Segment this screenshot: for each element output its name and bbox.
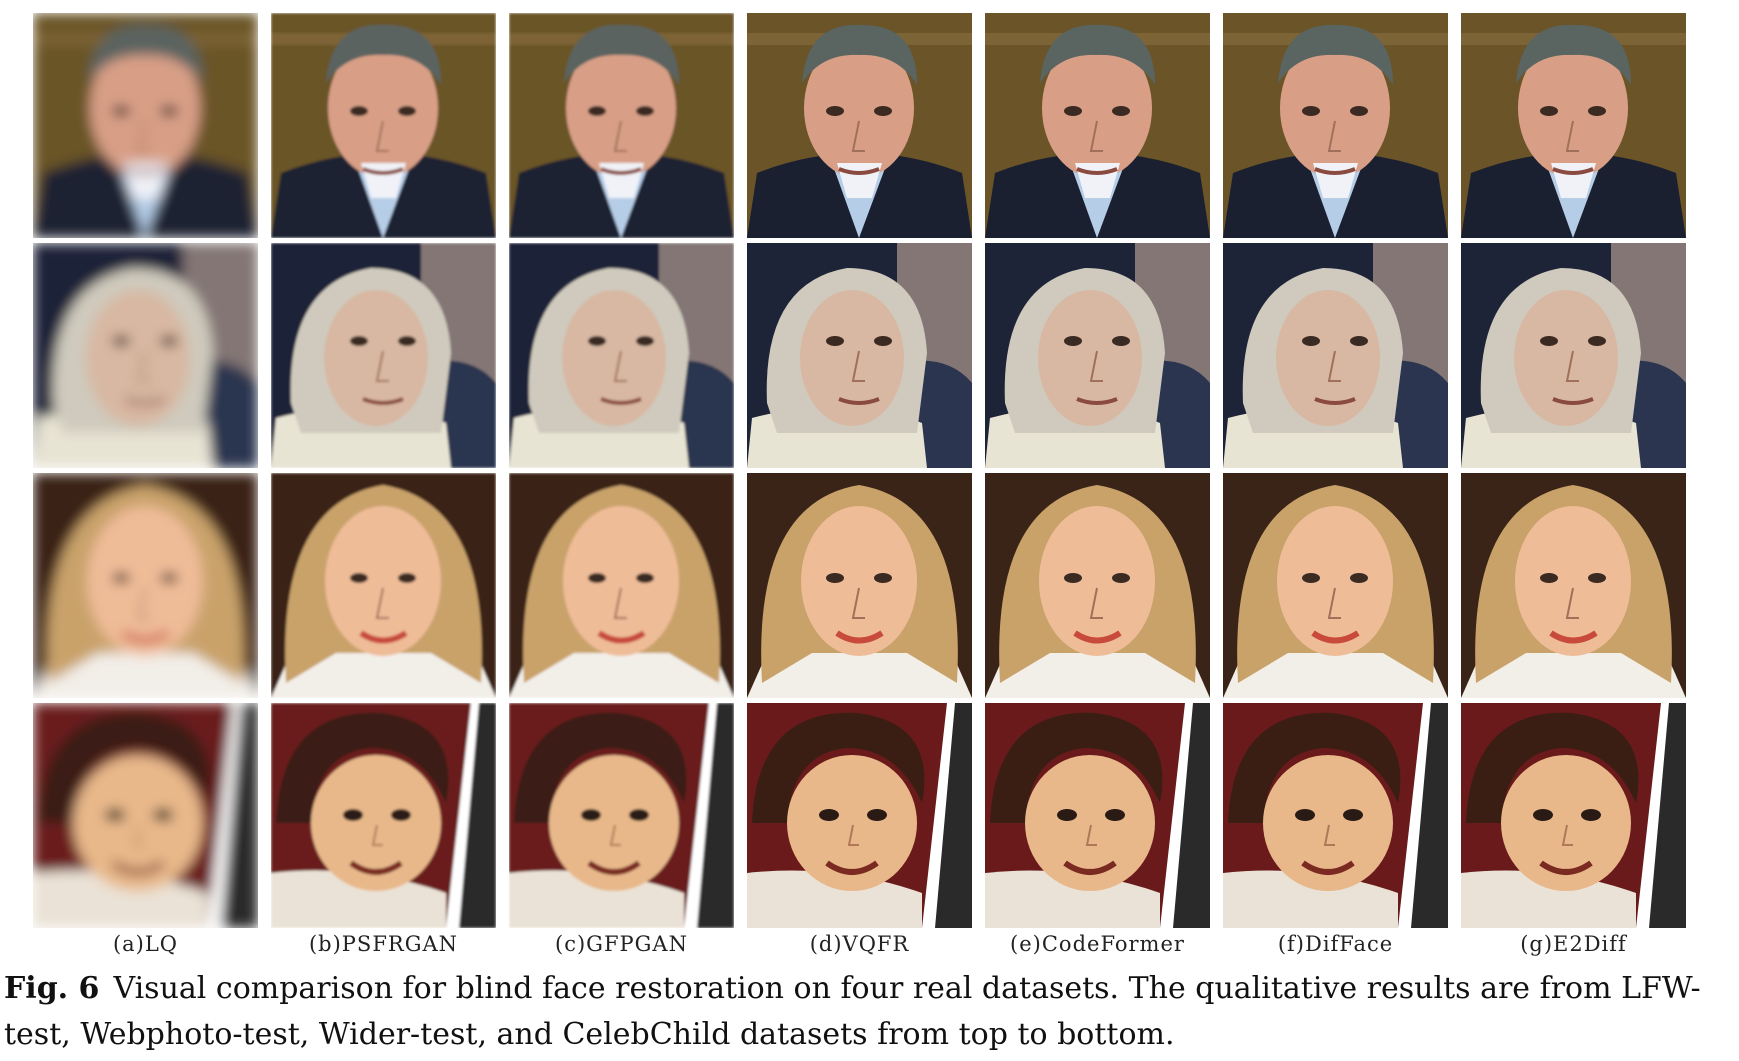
- face-image-webphoto-e: [985, 243, 1210, 468]
- face-image-celebchild-c: [509, 703, 734, 928]
- face-image-lfw-a: [33, 13, 258, 238]
- face-image-wider-b: [271, 473, 496, 698]
- column-label-c: (c)GFPGAN: [555, 932, 688, 956]
- face-image-webphoto-a: [33, 243, 258, 468]
- face-image-celebchild-g: [1461, 703, 1686, 928]
- face-image-wider-e: [985, 473, 1210, 698]
- face-image-webphoto-b: [271, 243, 496, 468]
- face-image-celebchild-b: [271, 703, 496, 928]
- face-image-celebchild-f: [1223, 703, 1448, 928]
- face-image-wider-f: [1223, 473, 1448, 698]
- column-label-e: (e)CodeFormer: [1010, 932, 1185, 956]
- face-image-lfw-b: [271, 13, 496, 238]
- face-image-lfw-f: [1223, 13, 1448, 238]
- face-image-wider-a: [33, 473, 258, 698]
- face-image-celebchild-e: [985, 703, 1210, 928]
- face-image-celebchild-d: [747, 703, 972, 928]
- face-image-lfw-d: [747, 13, 972, 238]
- face-image-wider-c: [509, 473, 734, 698]
- face-image-webphoto-d: [747, 243, 972, 468]
- column-label-a: (a)LQ: [112, 932, 179, 956]
- column-label-d: (d)VQFR: [809, 932, 910, 956]
- column-label-b: (b)PSFRGAN: [308, 932, 459, 956]
- figure-caption: Fig. 6 Visual comparison for blind face r…: [4, 966, 1734, 1058]
- column-label-f: (f)DifFace: [1277, 932, 1394, 956]
- face-image-webphoto-f: [1223, 243, 1448, 468]
- column-label-g: (g)E2Diff: [1520, 932, 1627, 956]
- face-image-celebchild-a: [33, 703, 258, 928]
- face-image-webphoto-g: [1461, 243, 1686, 468]
- face-image-webphoto-c: [509, 243, 734, 468]
- figure-number: Fig. 6: [4, 971, 100, 1006]
- face-image-lfw-g: [1461, 13, 1686, 238]
- face-image-lfw-c: [509, 13, 734, 238]
- caption-text: Visual comparison for blind face restora…: [4, 971, 1701, 1052]
- face-image-wider-g: [1461, 473, 1686, 698]
- face-image-wider-d: [747, 473, 972, 698]
- face-image-lfw-e: [985, 13, 1210, 238]
